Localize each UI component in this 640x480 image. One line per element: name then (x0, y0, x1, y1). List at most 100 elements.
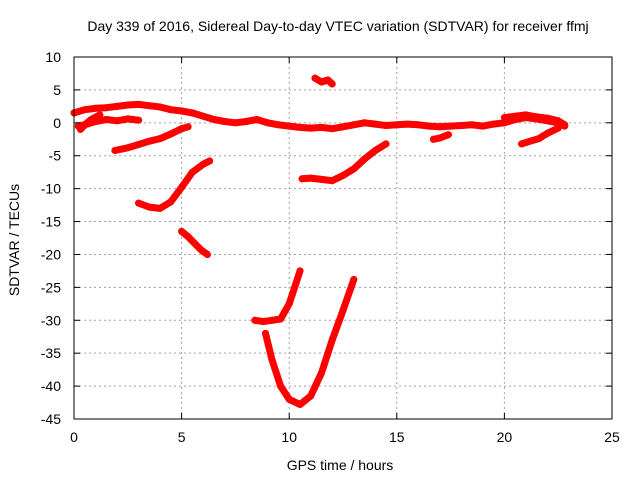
series-arc-neg9 (298, 140, 390, 185)
data-point (285, 300, 293, 308)
data-point (543, 114, 551, 122)
data-point (87, 116, 95, 123)
data-point (339, 306, 347, 314)
data-point (124, 115, 132, 123)
x-tick-label: 5 (178, 429, 186, 445)
data-point (361, 155, 368, 163)
series-arc-left-neg4 (111, 123, 192, 154)
series-arc-neg43 (262, 276, 358, 408)
data-point (350, 121, 358, 129)
data-point (371, 120, 379, 128)
data-point (436, 123, 444, 131)
series-arc-neg30 (251, 267, 304, 326)
data-point (178, 107, 186, 115)
data-point (113, 117, 121, 125)
data-point (339, 172, 347, 179)
y-tick-label: -25 (41, 279, 61, 295)
y-tick-label: -30 (41, 312, 61, 328)
series-layer (70, 74, 569, 408)
y-tick-label: 10 (45, 49, 61, 65)
data-point (292, 280, 300, 288)
y-tick-label: 5 (53, 82, 61, 98)
data-point (184, 123, 192, 131)
data-point (145, 102, 153, 110)
data-point (156, 135, 164, 143)
data-point (188, 168, 196, 176)
x-tick-label: 20 (497, 429, 513, 445)
series-line (251, 267, 304, 326)
data-point (328, 177, 336, 185)
data-point (457, 122, 465, 129)
data-point (500, 114, 508, 122)
data-point (468, 121, 476, 129)
data-point (242, 118, 250, 125)
series-arc-right-low (518, 124, 562, 148)
data-point (178, 125, 186, 133)
data-point (156, 103, 164, 111)
series-arc-start-dip (77, 111, 104, 133)
y-tick-label: -45 (41, 411, 61, 427)
data-point (92, 104, 99, 112)
x-tick-label: 15 (389, 429, 405, 445)
tick-marks (73, 56, 613, 420)
data-point (522, 111, 530, 119)
data-point (543, 129, 551, 137)
x-axis-label: GPS time / hours (287, 457, 394, 473)
data-point (135, 141, 143, 148)
data-point (447, 122, 455, 130)
y-tick-label: 0 (53, 115, 61, 131)
data-point (77, 125, 84, 133)
y-tick-label: -35 (41, 345, 61, 361)
data-point (285, 395, 293, 403)
data-point (199, 112, 207, 120)
data-point (500, 119, 508, 127)
data-point (318, 123, 325, 131)
data-point (429, 135, 437, 143)
data-point (511, 112, 519, 120)
series-arc-neg12 (135, 157, 214, 212)
series-arc-top (311, 74, 336, 88)
chart-title: Day 339 of 2016, Sidereal Day-to-day VTE… (87, 18, 588, 34)
data-point (425, 122, 433, 130)
data-point (135, 199, 143, 207)
data-point (221, 118, 229, 125)
series-line (262, 276, 358, 408)
data-point (199, 160, 207, 168)
data-point (253, 116, 261, 123)
data-point (124, 101, 132, 109)
y-tick-label: -40 (41, 378, 61, 394)
data-point (535, 135, 543, 143)
data-point (203, 251, 211, 258)
data-point (81, 106, 89, 114)
data-point (328, 125, 336, 133)
y-tick-label: -5 (49, 148, 62, 164)
series-arc-right-branch (500, 111, 569, 129)
data-point (81, 121, 89, 129)
data-point (554, 124, 562, 132)
data-point (518, 140, 526, 148)
data-point (296, 267, 304, 275)
data-point (206, 157, 214, 165)
data-point (436, 134, 444, 142)
data-point (554, 117, 562, 125)
data-point (277, 315, 285, 323)
series-arc-neg20 (178, 227, 211, 258)
data-point (296, 123, 304, 131)
data-point (561, 121, 569, 129)
data-point (311, 74, 319, 82)
y-tick-label: -10 (41, 181, 61, 197)
data-point (184, 233, 192, 241)
x-tick-label: 25 (604, 429, 620, 445)
data-point (533, 113, 541, 121)
data-point (318, 78, 325, 86)
data-point (371, 147, 379, 154)
data-point (178, 183, 186, 191)
data-point (285, 122, 293, 130)
data-point (113, 102, 121, 110)
data-point (404, 120, 412, 128)
data-point (156, 204, 164, 212)
data-point (102, 116, 110, 123)
data-point (339, 123, 347, 131)
data-point (167, 106, 175, 114)
